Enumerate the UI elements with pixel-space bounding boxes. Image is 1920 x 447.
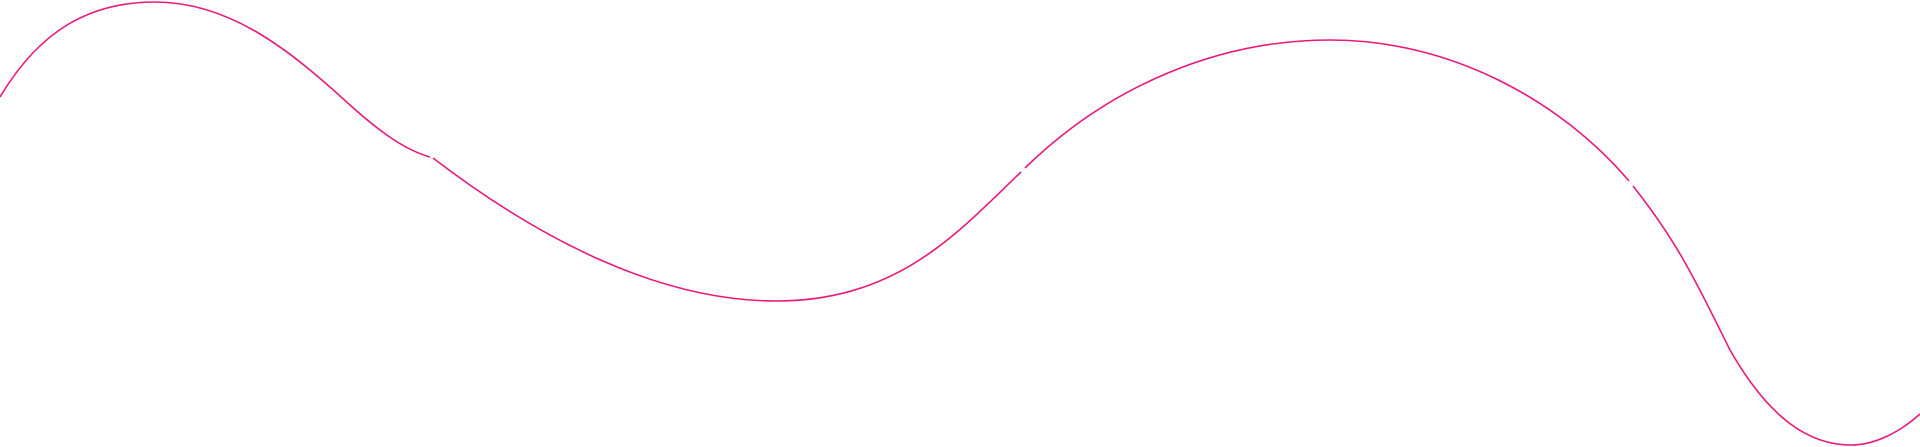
wave-segment-4: [1632, 185, 1920, 446]
wave-segment-2: [432, 157, 1022, 302]
wave-segment-1: [0, 1, 431, 158]
wave-segment-3: [1024, 39, 1630, 182]
